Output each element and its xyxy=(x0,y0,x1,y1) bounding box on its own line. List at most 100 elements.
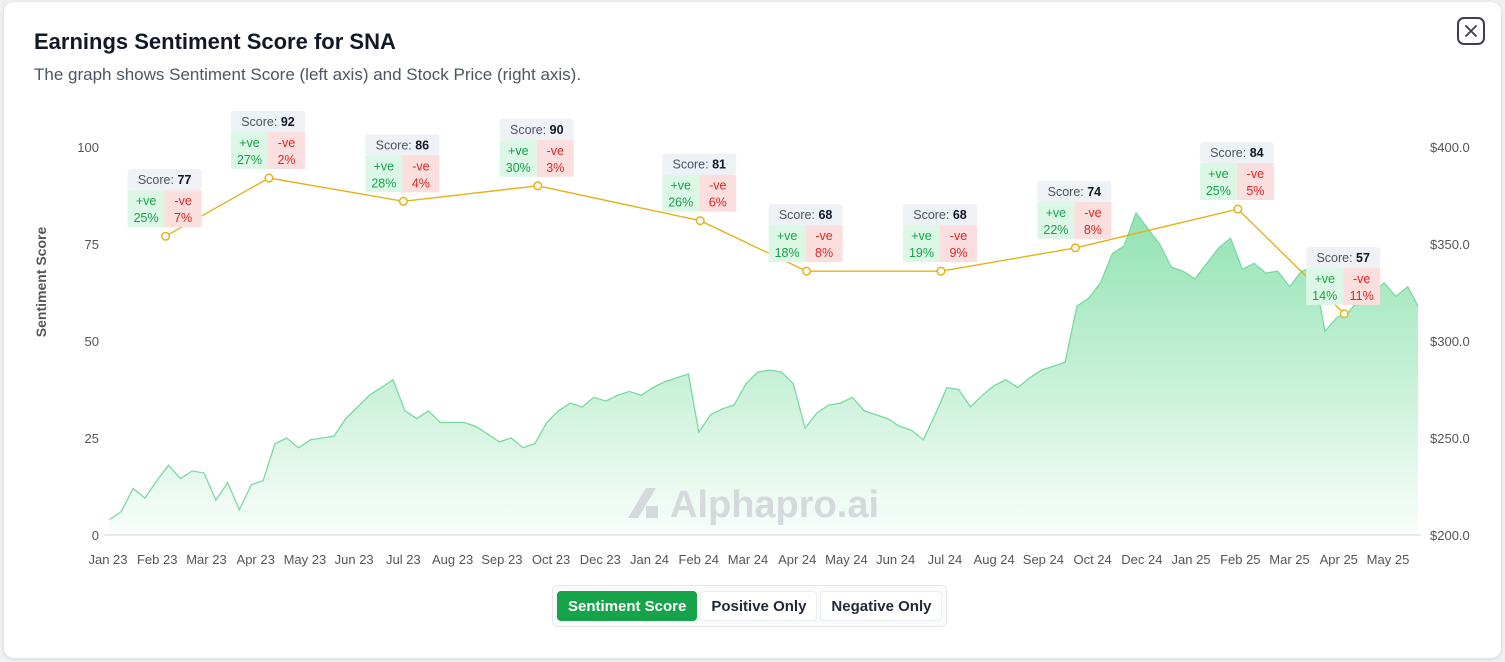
tooltip-negative-value: 7% xyxy=(174,211,192,225)
sentiment-line xyxy=(165,177,1345,315)
sentiment-tooltip: Score: 74 +ve 22% -ve 8% xyxy=(1037,180,1112,239)
tooltip-positive-value: 22% xyxy=(1043,223,1068,237)
tooltip-negative-value: 4% xyxy=(412,176,430,190)
tooltip-negative-bg xyxy=(1236,163,1274,201)
sentiment-point xyxy=(802,266,812,276)
tooltip-positive-label: +ve xyxy=(374,159,395,173)
tooltip-negative-bg xyxy=(402,155,440,193)
sentiment-point xyxy=(1070,243,1080,253)
tooltip-negative-value: 2% xyxy=(277,153,295,167)
negative-only-button[interactable]: Negative Only xyxy=(820,591,943,621)
y-left-tick-label: 100 xyxy=(77,140,99,155)
tooltip-positive-label: +ve xyxy=(1208,167,1229,181)
tooltip-negative-bg xyxy=(1343,267,1381,305)
chart-mode-toggle: Sentiment Score Positive Only Negative O… xyxy=(552,585,948,627)
tooltip-negative-label: -ve xyxy=(815,229,832,243)
x-tick-label: Mar 25 xyxy=(1269,552,1309,567)
sentiment-tooltip: Score: 81 +ve 26% -ve 6% xyxy=(662,153,737,212)
tooltip-positive-bg xyxy=(1306,267,1344,305)
tooltip-positive-value: 25% xyxy=(1206,184,1231,198)
tooltip-negative-label: -ve xyxy=(547,144,564,158)
watermark-logo: Alphapro.ai xyxy=(628,484,879,526)
y-left-tick-label: 0 xyxy=(92,528,99,543)
sentiment-tooltip: Score: 86 +ve 28% -ve 4% xyxy=(365,134,440,193)
tooltip-negative-label: -ve xyxy=(412,159,429,173)
x-tick-label: Feb 25 xyxy=(1220,552,1260,567)
x-tick-label: Apr 23 xyxy=(237,552,275,567)
tooltip-negative-label: -ve xyxy=(174,194,191,208)
tooltip-negative-value: 8% xyxy=(815,246,833,260)
tooltip-positive-value: 14% xyxy=(1312,289,1337,303)
tooltip-score-text: Score: 84 xyxy=(1210,146,1264,160)
tooltip-score-text: Score: 57 xyxy=(1316,251,1370,265)
page-subtitle: The graph shows Sentiment Score (left ax… xyxy=(34,65,582,84)
tooltip-positive-bg xyxy=(768,225,806,263)
tooltip-score-text: Score: 77 xyxy=(138,173,192,187)
tooltip-score-bg xyxy=(902,204,977,226)
watermark-icon xyxy=(628,488,656,518)
tooltip-negative-value: 5% xyxy=(1246,184,1264,198)
y-left-tick-label: 75 xyxy=(85,237,99,252)
x-tick-label: Oct 24 xyxy=(1073,552,1111,567)
tooltip-score-bg xyxy=(1037,180,1112,202)
tooltip-negative-value: 8% xyxy=(1084,223,1102,237)
x-tick-label: Feb 24 xyxy=(679,552,719,567)
sentiment-tooltip: Score: 84 +ve 25% -ve 5% xyxy=(1199,142,1274,201)
tooltip-positive-bg xyxy=(1199,163,1237,201)
price-area xyxy=(109,213,1418,535)
positive-only-button[interactable]: Positive Only xyxy=(700,591,818,621)
tooltip-negative-label: -ve xyxy=(278,136,295,150)
x-tick-label: Oct 23 xyxy=(532,552,570,567)
x-tick-label: Jun 23 xyxy=(335,552,374,567)
tooltip-negative-bg xyxy=(267,132,305,170)
tooltip-negative-value: 9% xyxy=(949,246,967,260)
x-tick-label: Jul 23 xyxy=(386,552,421,567)
y-left-tick-label: 25 xyxy=(85,431,99,446)
y-left-axis-title: Sentiment Score xyxy=(33,227,49,338)
x-tick-label: Aug 23 xyxy=(432,552,473,567)
x-tick-label: Sep 24 xyxy=(1023,552,1064,567)
tooltip-negative-bg xyxy=(536,139,574,177)
tooltip-positive-value: 26% xyxy=(668,196,693,210)
sentiment-point xyxy=(695,216,705,226)
tooltip-negative-bg xyxy=(939,225,977,263)
x-tick-label: Jan 25 xyxy=(1172,552,1211,567)
tooltip-score-bg xyxy=(499,118,574,140)
tooltip-negative-label: -ve xyxy=(709,179,726,193)
tooltip-positive-bg xyxy=(499,139,537,177)
tooltip-positive-label: +ve xyxy=(777,229,798,243)
x-tick-label: Jan 23 xyxy=(88,552,127,567)
x-tick-label: Dec 24 xyxy=(1121,552,1162,567)
tooltip-score-text: Score: 90 xyxy=(510,123,564,137)
x-tick-label: Apr 24 xyxy=(778,552,816,567)
tooltip-score-bg xyxy=(662,153,737,175)
x-tick-label: Sep 23 xyxy=(481,552,522,567)
tooltip-negative-value: 3% xyxy=(546,161,564,175)
sentiment-point xyxy=(533,181,543,191)
sentiment-point xyxy=(936,266,946,276)
tooltip-positive-value: 27% xyxy=(237,153,262,167)
close-button[interactable] xyxy=(1457,17,1485,45)
page-title: Earnings Sentiment Score for SNA xyxy=(34,29,396,54)
sentiment-score-button[interactable]: Sentiment Score xyxy=(557,591,698,621)
x-tick-label: Jul 24 xyxy=(928,552,963,567)
tooltip-positive-bg xyxy=(1037,201,1075,239)
sentiment-point xyxy=(161,231,171,241)
tooltip-negative-label: -ve xyxy=(950,229,967,243)
tooltip-positive-label: +ve xyxy=(239,136,260,150)
sentiment-tooltip: Score: 68 +ve 19% -ve 9% xyxy=(902,204,977,263)
tooltip-score-bg xyxy=(1199,142,1274,164)
tooltip-score-text: Score: 92 xyxy=(241,115,295,129)
tooltip-positive-label: +ve xyxy=(136,194,157,208)
y-right-tick-label: $250.0 xyxy=(1430,431,1470,446)
tooltip-positive-value: 30% xyxy=(506,161,531,175)
x-tick-label: Jun 24 xyxy=(876,552,915,567)
tooltip-score-text: Score: 81 xyxy=(672,158,726,172)
tooltip-positive-bg xyxy=(902,225,940,263)
tooltip-positive-bg xyxy=(662,174,700,212)
x-tick-label: May 24 xyxy=(825,552,868,567)
x-tick-label: Mar 23 xyxy=(186,552,226,567)
watermark-text: Alphapro.ai xyxy=(670,484,879,526)
price-line xyxy=(109,211,1419,521)
